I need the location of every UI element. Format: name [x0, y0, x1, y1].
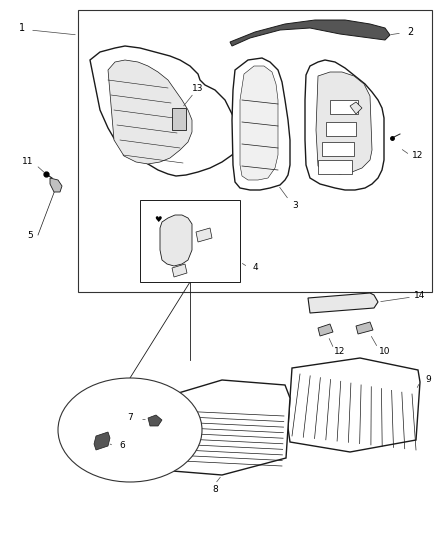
Polygon shape: [94, 432, 110, 450]
Polygon shape: [195, 228, 212, 242]
Text: 11: 11: [22, 157, 34, 166]
Text: 12: 12: [334, 348, 345, 357]
Polygon shape: [50, 178, 62, 192]
Polygon shape: [152, 380, 290, 475]
Polygon shape: [148, 415, 162, 426]
Bar: [325, 122, 355, 136]
Polygon shape: [307, 293, 377, 313]
Text: 1: 1: [19, 23, 25, 33]
Polygon shape: [317, 324, 332, 336]
Text: 10: 10: [378, 348, 390, 357]
Bar: [172, 108, 186, 130]
Polygon shape: [287, 358, 419, 452]
Text: 4: 4: [251, 263, 257, 272]
Polygon shape: [240, 66, 277, 180]
Polygon shape: [355, 322, 372, 334]
Ellipse shape: [58, 378, 201, 482]
Text: 2: 2: [406, 27, 412, 37]
Text: 14: 14: [413, 292, 425, 301]
Text: 6: 6: [119, 441, 124, 450]
Text: 5: 5: [27, 230, 33, 239]
Bar: [329, 100, 357, 114]
Bar: [317, 160, 351, 174]
Polygon shape: [90, 46, 240, 176]
Polygon shape: [172, 264, 187, 277]
Bar: [78, 10, 431, 292]
Text: ♥: ♥: [154, 215, 161, 224]
Text: 7: 7: [127, 414, 133, 423]
Polygon shape: [315, 72, 371, 174]
Polygon shape: [349, 102, 361, 114]
Bar: [140, 200, 240, 282]
Text: 12: 12: [411, 150, 423, 159]
Bar: [321, 142, 353, 156]
Text: 8: 8: [212, 486, 217, 495]
Polygon shape: [304, 60, 383, 190]
Polygon shape: [231, 58, 290, 190]
Polygon shape: [230, 20, 389, 46]
Text: 3: 3: [291, 200, 297, 209]
Polygon shape: [108, 60, 191, 164]
Text: 13: 13: [192, 84, 203, 93]
Text: 9: 9: [424, 376, 430, 384]
Polygon shape: [159, 215, 191, 266]
